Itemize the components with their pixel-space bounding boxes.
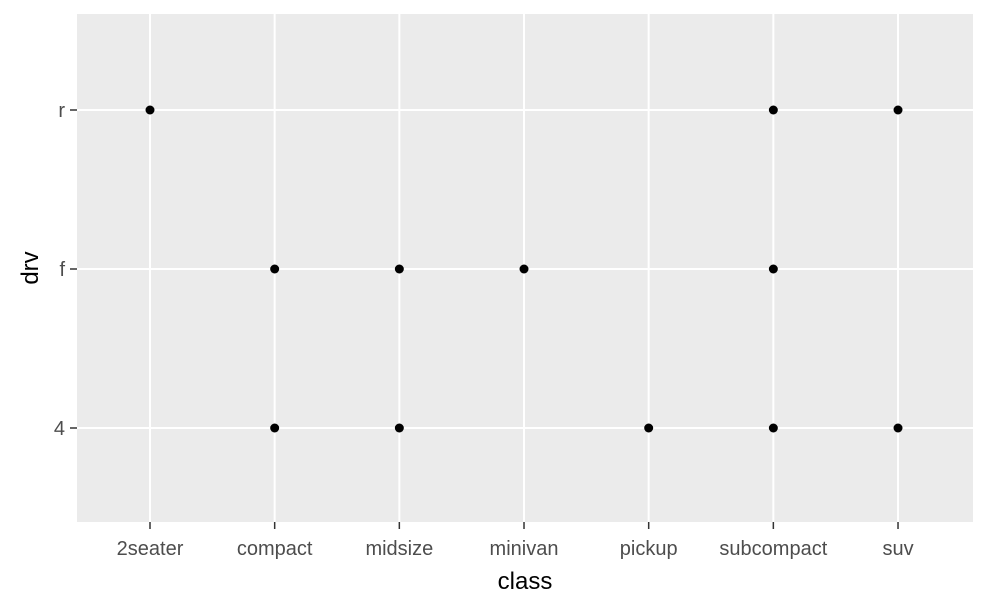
y-tick-label: r xyxy=(58,100,65,122)
data-point xyxy=(893,105,903,115)
data-point xyxy=(394,264,404,274)
data-point xyxy=(644,423,654,433)
x-tick-label: minivan xyxy=(490,538,559,560)
x-axis-title: class xyxy=(498,568,553,595)
data-points xyxy=(145,105,903,433)
data-point xyxy=(768,423,778,433)
x-axis: 2seater compact midsize minivan pickup subcom… xyxy=(117,522,914,560)
y-axis: 4 f r xyxy=(54,100,77,440)
x-tick-label: suv xyxy=(882,538,913,560)
x-tick-label: 2seater xyxy=(117,538,184,560)
data-point xyxy=(270,264,280,274)
y-tick-label: 4 xyxy=(54,418,65,440)
y-tick-label: f xyxy=(59,259,65,281)
x-tick-label: midsize xyxy=(365,538,433,560)
data-point xyxy=(394,423,404,433)
x-tick-label: compact xyxy=(237,538,313,560)
data-point xyxy=(893,423,903,433)
x-tick-label: pickup xyxy=(620,538,678,560)
x-tick-label: subcompact xyxy=(719,538,827,560)
y-axis-title: drv xyxy=(17,251,44,284)
data-point xyxy=(270,423,280,433)
data-point xyxy=(519,264,529,274)
data-point xyxy=(768,264,778,274)
data-point xyxy=(145,105,155,115)
data-point xyxy=(768,105,778,115)
